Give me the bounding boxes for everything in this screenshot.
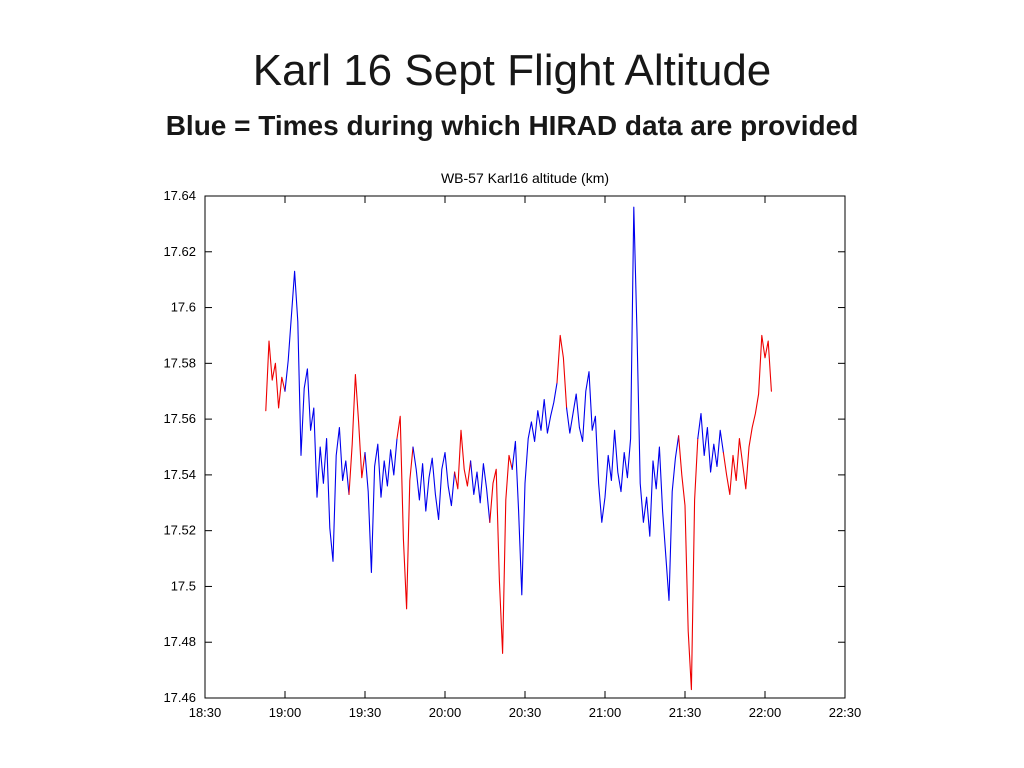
altitude-trace-hirad	[412, 446, 456, 521]
y-tick-label: 17.48	[163, 634, 196, 649]
y-tick-label: 17.5	[171, 578, 196, 593]
altitude-trace-no-hirad	[396, 415, 414, 610]
altitude-trace-hirad	[284, 270, 350, 562]
x-tick-label: 19:30	[349, 705, 382, 720]
altitude-trace-hirad	[364, 438, 398, 574]
y-tick-label: 17.54	[163, 467, 196, 482]
altitude-trace-hirad	[697, 412, 724, 473]
y-tick-label: 17.46	[163, 690, 196, 705]
y-tick-label: 17.62	[163, 244, 196, 259]
altitude-trace-no-hirad	[265, 340, 286, 412]
altitude-trace-no-hirad	[556, 334, 568, 409]
y-tick-label: 17.6	[171, 300, 196, 315]
x-tick-label: 20:00	[429, 705, 462, 720]
altitude-trace-no-hirad	[348, 373, 366, 495]
y-tick-label: 17.56	[163, 411, 196, 426]
y-tick-label: 17.52	[163, 523, 196, 538]
altitude-trace-no-hirad	[722, 334, 772, 495]
x-tick-label: 18:30	[189, 705, 222, 720]
y-tick-label: 17.64	[163, 188, 196, 203]
chart-title: WB-57 Karl16 altitude (km)	[441, 170, 609, 186]
y-tick-label: 17.58	[163, 355, 196, 370]
altitude-trace-no-hirad	[489, 454, 513, 654]
x-tick-label: 20:30	[509, 705, 542, 720]
altitude-trace-no-hirad	[454, 429, 472, 490]
x-tick-label: 19:00	[269, 705, 302, 720]
slide-subtitle: Blue = Times during which HIRAD data are…	[165, 110, 859, 141]
altitude-trace-hirad	[470, 460, 491, 523]
altitude-trace-hirad	[511, 382, 558, 596]
slide-title: Karl 16 Sept Flight Altitude	[252, 46, 772, 95]
altitude-trace-no-hirad	[678, 435, 699, 691]
altitude-line-chart: WB-57 Karl16 altitude (km) 18:30 19:00 19:3…	[163, 170, 862, 720]
x-tick-label: 21:30	[669, 705, 702, 720]
altitude-trace-hirad	[566, 206, 680, 601]
x-tick-label: 22:30	[829, 705, 862, 720]
altitude-chart-container: WB-57 Karl16 altitude (km) 18:30 19:00 19:3…	[140, 160, 880, 740]
x-tick-label: 21:00	[589, 705, 622, 720]
x-tick-label: 22:00	[749, 705, 782, 720]
